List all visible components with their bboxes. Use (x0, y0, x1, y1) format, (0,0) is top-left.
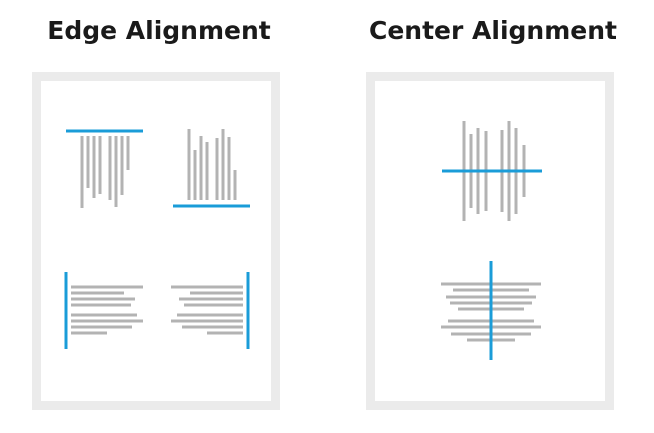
left-aligned-lines (64, 272, 143, 349)
edge-alignment-panel (32, 72, 280, 410)
bottom-aligned-bars (173, 129, 250, 208)
right-aligned-lines (171, 272, 250, 349)
edge-alignment-title: Edge Alignment (47, 16, 271, 45)
center-alignment-title: Center Alignment (369, 16, 617, 45)
vertical-center-lines (441, 261, 541, 360)
top-aligned-bars (66, 129, 143, 208)
horizontal-center-bars (442, 121, 542, 221)
